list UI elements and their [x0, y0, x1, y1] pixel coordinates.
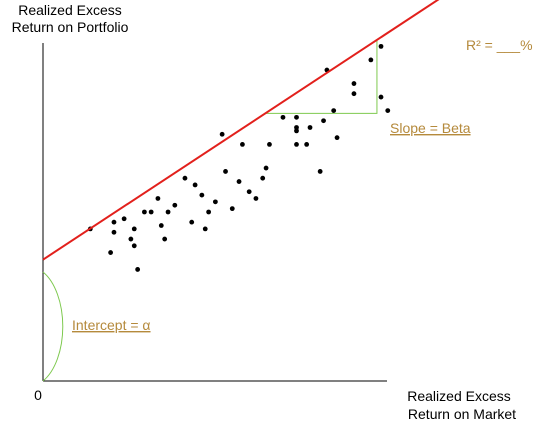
- data-point-16: [172, 202, 178, 208]
- data-point-13: [158, 223, 164, 228]
- slope-triangle: [265, 39, 378, 114]
- data-point-29: [246, 189, 252, 195]
- data-point-6: [121, 216, 127, 222]
- data-point-27: [236, 179, 242, 184]
- data-point-12: [155, 196, 161, 201]
- data-point-37: [294, 128, 299, 134]
- data-point-35: [294, 114, 299, 120]
- data-point-7: [128, 236, 134, 242]
- data-point-9: [135, 267, 141, 272]
- data-point-5: [131, 226, 137, 232]
- data-point-47: [351, 81, 357, 86]
- data-point-11: [148, 209, 154, 215]
- intercept-arc: [42, 271, 64, 382]
- regression-line: [42, 0, 440, 261]
- data-point-49: [378, 43, 384, 49]
- data-point-28: [240, 142, 245, 147]
- data-point-24: [219, 131, 225, 137]
- data-point-41: [317, 169, 323, 174]
- data-point-15: [165, 209, 171, 215]
- data-point-14: [162, 236, 168, 242]
- data-point-46: [351, 91, 357, 97]
- data-point-31: [260, 175, 266, 181]
- x-axis-label-line-2: Return on Market: [408, 406, 516, 422]
- data-point-51: [385, 108, 391, 113]
- data-point-20: [199, 192, 205, 198]
- data-point-21: [202, 226, 208, 232]
- data-point-23: [212, 199, 218, 205]
- y-axis-label-line-1: Realized Excess: [18, 2, 122, 18]
- data-point-25: [223, 169, 228, 174]
- data-point-26: [229, 206, 235, 212]
- data-point-44: [331, 108, 337, 113]
- data-point-42: [321, 118, 326, 124]
- y-axis-label-line-2: Return on Portfolio: [12, 19, 129, 35]
- data-point-48: [368, 57, 374, 63]
- data-point-17: [182, 175, 188, 181]
- data-point-22: [206, 209, 212, 215]
- data-point-45: [334, 135, 340, 141]
- origin-label: 0: [34, 387, 42, 403]
- data-point-40: [307, 125, 313, 130]
- data-point-2: [111, 219, 117, 225]
- data-point-10: [142, 209, 147, 215]
- data-point-39: [304, 142, 310, 147]
- data-point-38: [294, 142, 299, 147]
- data-point-33: [267, 142, 272, 147]
- data-point-50: [378, 94, 384, 100]
- x-axis-label-line-1: Realized Excess: [407, 388, 511, 404]
- data-point-30: [253, 196, 259, 201]
- data-point-19: [192, 182, 198, 188]
- data-point-4: [108, 250, 113, 255]
- r-squared-annotation: R² = ___%: [466, 37, 533, 53]
- data-point-3: [111, 229, 117, 235]
- data-point-36: [294, 125, 299, 130]
- data-point-8: [131, 243, 137, 249]
- data-point-32: [263, 165, 269, 171]
- data-point-34: [280, 114, 286, 120]
- intercept-annotation: Intercept = α: [72, 317, 151, 333]
- data-point-18: [189, 219, 195, 225]
- slope-annotation: Slope = Beta: [390, 120, 471, 136]
- data-points: [87, 43, 391, 272]
